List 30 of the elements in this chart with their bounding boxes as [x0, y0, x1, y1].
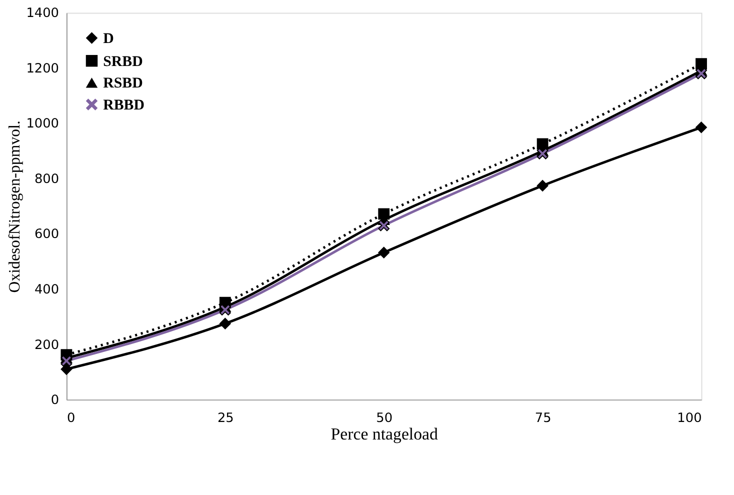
y-tick-label: 800 — [34, 172, 60, 187]
point — [219, 304, 231, 316]
x-tick-label: 50 — [376, 410, 393, 426]
y-tick-label: 400 — [34, 282, 60, 298]
legend-label: RSBD — [103, 76, 143, 92]
x-axis-title: Perce ntageload — [330, 424, 439, 444]
point — [696, 58, 707, 70]
y-tick-label: 0 — [50, 393, 60, 408]
y-tick-label: 1400 — [26, 6, 60, 22]
legend-label: SRBD — [103, 54, 143, 70]
x-tick-label: 0 — [66, 410, 76, 426]
point — [60, 363, 72, 375]
point — [696, 68, 707, 80]
legend-label: D — [103, 30, 114, 47]
y-tick-label: 200 — [34, 338, 60, 353]
point — [378, 220, 390, 232]
x-tick-label: 25 — [217, 410, 234, 426]
y-tick-label: 1000 — [26, 116, 60, 132]
y-tick-label: 600 — [34, 227, 60, 242]
point — [219, 318, 231, 330]
point — [536, 148, 548, 160]
y-axis-title: OxidesofNitrogen-ppmvol. — [6, 120, 24, 293]
point — [378, 246, 390, 258]
x-tick-label: 100 — [677, 410, 702, 426]
legend-label: RBBD — [103, 97, 144, 114]
point — [536, 180, 548, 192]
point — [696, 122, 707, 134]
y-tick-label: 1200 — [26, 61, 60, 76]
x-tick-label: 75 — [534, 410, 552, 426]
point — [60, 355, 72, 367]
